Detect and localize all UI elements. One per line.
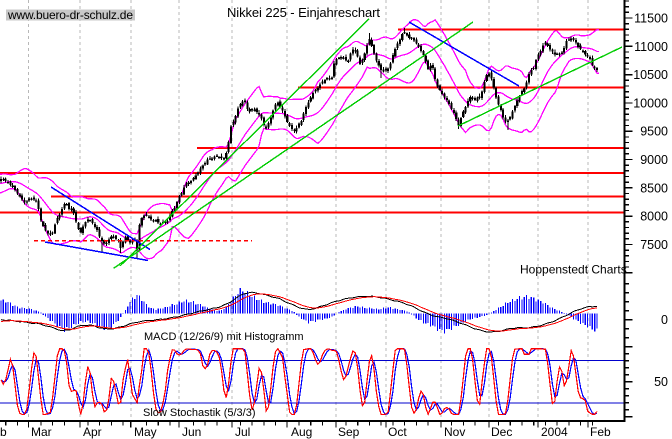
svg-text:8000: 8000: [640, 210, 668, 224]
svg-text:2004: 2004: [541, 425, 568, 439]
svg-text:Nov: Nov: [444, 425, 465, 439]
svg-text:Mar: Mar: [31, 425, 52, 439]
svg-text:11500: 11500: [634, 12, 668, 26]
svg-text:9500: 9500: [640, 125, 668, 139]
svg-text:10500: 10500: [633, 68, 668, 82]
svg-text:11000: 11000: [634, 40, 668, 54]
svg-text:Sep: Sep: [338, 425, 360, 439]
svg-text:Slow Stochastik (5/3/3): Slow Stochastik (5/3/3): [143, 407, 256, 419]
svg-text:Nikkei 225 - Einjahreschart: Nikkei 225 - Einjahreschart: [227, 5, 380, 20]
svg-text:Oct: Oct: [388, 425, 407, 439]
svg-text:50: 50: [654, 375, 668, 389]
svg-text:Dec: Dec: [491, 425, 512, 439]
svg-text:8500: 8500: [640, 181, 668, 195]
svg-text:Apr: Apr: [83, 425, 102, 439]
svg-text:10000: 10000: [633, 96, 668, 110]
svg-text:b: b: [0, 425, 7, 439]
svg-text:0: 0: [661, 313, 668, 327]
svg-text:Hoppenstedt Charts: Hoppenstedt Charts: [520, 263, 627, 277]
svg-text:Jun: Jun: [182, 425, 201, 439]
svg-text:May: May: [134, 425, 157, 439]
svg-text:MACD (12/26/9) mit Histogramm: MACD (12/26/9) mit Histogramm: [144, 331, 304, 343]
svg-text:Jul: Jul: [235, 425, 250, 439]
svg-text:Feb: Feb: [590, 425, 611, 439]
svg-text:7500: 7500: [640, 238, 668, 252]
svg-text:Aug: Aug: [291, 425, 312, 439]
svg-text:www.buero-dr-schulz.de: www.buero-dr-schulz.de: [7, 8, 133, 22]
svg-text:9000: 9000: [640, 153, 668, 167]
